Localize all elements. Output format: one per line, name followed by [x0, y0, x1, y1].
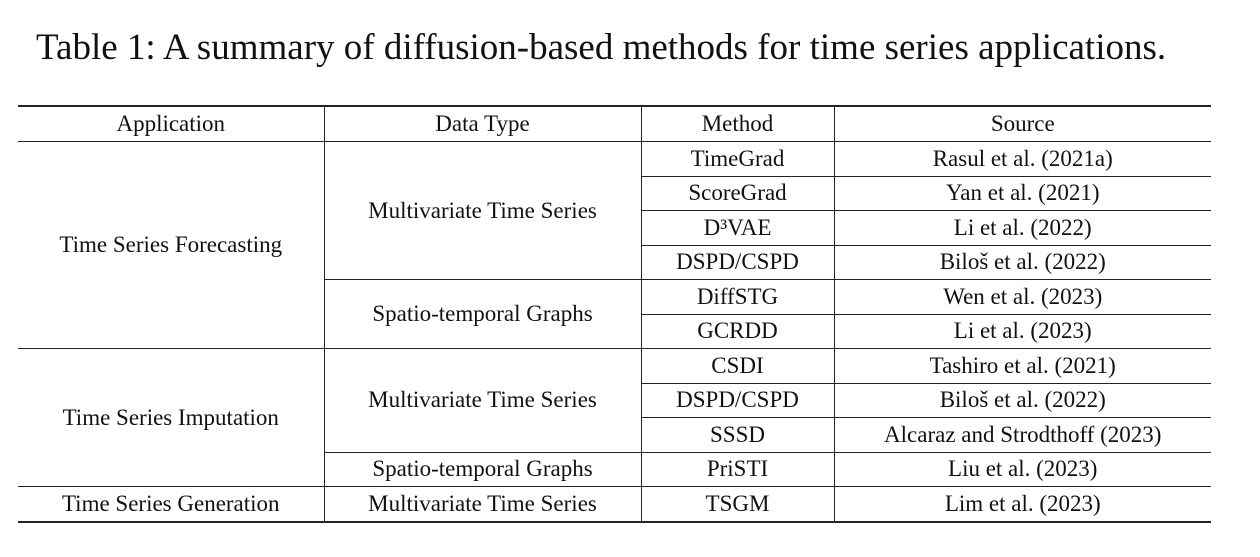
method-cell: D³VAE [640, 210, 834, 245]
table-row: DSPD/CSPD Biloš et al. (2022) [18, 244, 1211, 280]
source-cell: Rasul et al. (2021a) [833, 141, 1211, 176]
source-cell: Alcaraz and Strodthoff (2023) [833, 417, 1211, 452]
method-cell: TimeGrad [640, 141, 834, 176]
table-row: Time Series Forecasting Multivariate Time… [18, 141, 1211, 349]
method-cell: DiffSTG [640, 279, 834, 314]
source-cell: Biloš et al. (2022) [833, 244, 1211, 280]
table-row: Time Series Imputation Multivariate Time … [18, 348, 1211, 487]
data-type-cell: Multivariate Time Series [323, 348, 641, 452]
table-row: Time Series Generation Multivariate Time … [18, 486, 1211, 522]
source-cell: Yan et al. (2021) [833, 175, 1211, 211]
data-type-cell: Multivariate Time Series [323, 486, 641, 522]
table-body: Time Series Forecasting Multivariate Time… [18, 141, 1211, 522]
data-type-cell: Spatio-temporal Graphs [323, 451, 641, 487]
method-cell: SSSD [640, 417, 834, 452]
header-cell: Source [833, 105, 1211, 142]
table-row: SSSD Alcaraz and Strodthoff (2023) [18, 417, 1211, 452]
table-row: ScoreGrad Yan et al. (2021) [18, 175, 1211, 211]
method-cell: DSPD/CSPD [640, 382, 834, 418]
data-type-cell: Multivariate Time Series [323, 141, 641, 280]
application-cell: Time Series Generation [18, 486, 324, 522]
table-row: Spatio-temporal Graphs PriSTI Liu et al. (… [18, 451, 1211, 487]
method-cell: ScoreGrad [640, 175, 834, 211]
header-cell: Method [640, 105, 834, 142]
source-cell: Biloš et al. (2022) [833, 382, 1211, 418]
method-cell: GCRDD [640, 313, 834, 349]
table-row: GCRDD Li et al. (2023) [18, 313, 1211, 349]
source-cell: Tashiro et al. (2021) [833, 348, 1211, 383]
table-caption: Table 1: A summary of diffusion-based me… [36, 27, 1167, 68]
source-cell: Li et al. (2023) [833, 313, 1211, 349]
method-cell: PriSTI [640, 451, 834, 487]
source-cell: Lim et al. (2023) [833, 486, 1211, 522]
table-row: D³VAE Li et al. (2022) [18, 210, 1211, 245]
table-row: DSPD/CSPD Biloš et al. (2022) [18, 382, 1211, 418]
data-type-cell: Spatio-temporal Graphs [323, 279, 641, 349]
summary-table: Application Data Type Method Source Time Se… [18, 105, 1211, 523]
method-cell: TSGM [640, 486, 834, 522]
source-cell: Liu et al. (2023) [833, 451, 1211, 487]
table-row: Spatio-temporal Graphs DiffSTG Wen et al. … [18, 279, 1211, 349]
application-cell: Time Series Imputation [18, 348, 324, 487]
application-cell: Time Series Forecasting [18, 141, 324, 349]
method-cell: CSDI [640, 348, 834, 383]
source-cell: Wen et al. (2023) [833, 279, 1211, 314]
header-row: Application Data Type Method Source [18, 105, 1211, 142]
source-cell: Li et al. (2022) [833, 210, 1211, 245]
header-cell: Application [18, 105, 324, 142]
method-cell: DSPD/CSPD [640, 244, 834, 280]
header-cell: Data Type [323, 105, 641, 142]
